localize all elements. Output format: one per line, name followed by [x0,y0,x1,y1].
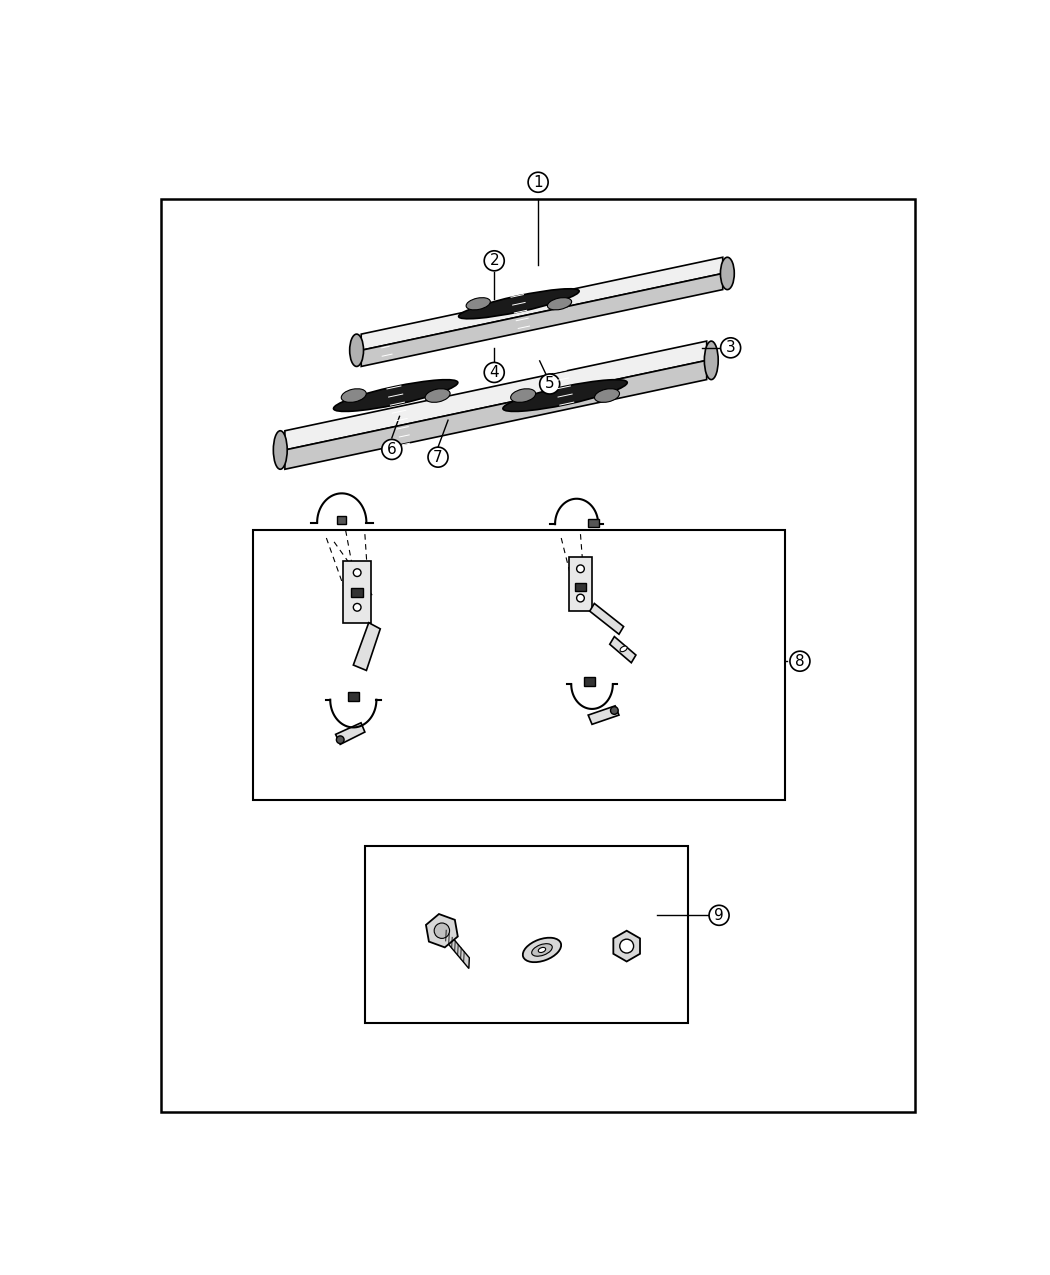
Text: 5: 5 [545,376,554,391]
Circle shape [435,923,449,938]
Ellipse shape [503,380,627,412]
Ellipse shape [273,431,288,469]
Bar [575,583,586,592]
Ellipse shape [459,288,580,319]
Circle shape [353,603,361,611]
Circle shape [576,594,584,602]
Polygon shape [336,723,365,745]
Circle shape [484,251,504,270]
Ellipse shape [594,389,620,403]
Ellipse shape [334,380,458,412]
Bar [337,516,346,524]
Circle shape [484,362,504,382]
Text: 1: 1 [533,175,543,190]
Circle shape [353,569,361,576]
Circle shape [382,440,402,459]
Polygon shape [426,914,458,947]
Circle shape [576,565,584,572]
Bar [365,847,689,1023]
Ellipse shape [621,646,627,652]
Ellipse shape [531,944,552,956]
Circle shape [720,338,740,358]
Circle shape [709,905,729,926]
Text: 6: 6 [387,442,397,456]
Polygon shape [353,622,380,671]
Ellipse shape [720,258,734,289]
Ellipse shape [523,937,561,963]
Ellipse shape [425,389,450,403]
Polygon shape [361,273,722,366]
Polygon shape [613,931,640,961]
Polygon shape [610,636,636,663]
Bar [588,519,598,528]
Polygon shape [588,706,619,724]
Text: 7: 7 [434,450,443,464]
Ellipse shape [341,389,366,403]
Polygon shape [285,342,707,450]
Circle shape [610,706,618,714]
Bar [351,588,363,597]
Bar [348,692,359,701]
Polygon shape [442,926,469,969]
Text: 3: 3 [726,340,735,356]
Text: 9: 9 [714,908,723,923]
Polygon shape [361,258,722,351]
Bar [584,677,595,686]
Polygon shape [569,557,592,611]
Ellipse shape [350,334,363,366]
Text: 4: 4 [489,365,499,380]
Circle shape [540,374,560,394]
Ellipse shape [510,389,536,403]
Polygon shape [285,361,707,469]
Text: 8: 8 [795,654,804,668]
Polygon shape [590,603,624,634]
Ellipse shape [705,342,718,380]
Circle shape [336,736,344,743]
Circle shape [428,448,448,467]
Bar [253,530,784,799]
Ellipse shape [539,947,546,952]
Ellipse shape [466,297,490,310]
Circle shape [790,652,810,671]
Circle shape [528,172,548,193]
Polygon shape [343,561,371,622]
Circle shape [620,940,633,952]
Ellipse shape [547,297,571,310]
Text: 2: 2 [489,254,499,268]
